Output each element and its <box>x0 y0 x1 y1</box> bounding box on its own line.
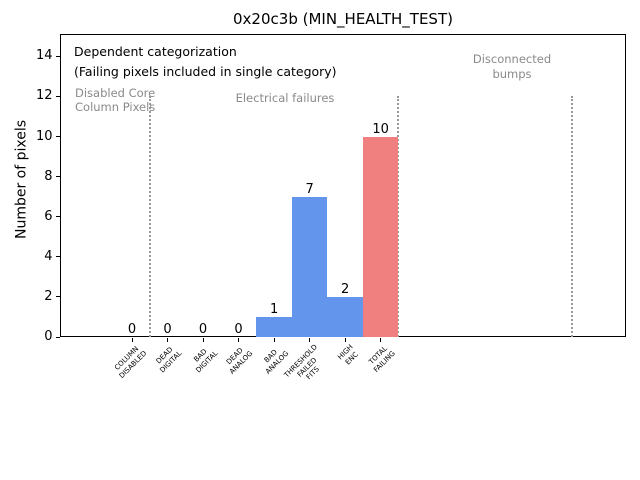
x-tick <box>273 337 275 342</box>
x-tick-label: BAD DIGITAL <box>192 347 219 375</box>
region-label-disconnected-bumps: Disconnected bumps <box>472 52 552 81</box>
x-tick <box>344 337 346 342</box>
y-tick-label: 6 <box>44 208 53 224</box>
bar-value-label: 7 <box>305 181 314 197</box>
bar-value-label: 0 <box>127 322 137 337</box>
y-tick <box>56 216 60 218</box>
y-tick <box>56 256 60 258</box>
y-tick <box>56 336 60 338</box>
x-tick <box>131 337 133 342</box>
separator-line <box>571 96 573 337</box>
bar-threshold-failed-fits <box>291 196 328 337</box>
region-label-electrical-failures: Electrical failures <box>235 91 335 105</box>
y-tick <box>56 296 60 298</box>
annotation-dependent-categorization: Dependent categorization <box>74 44 237 59</box>
chart-title: 0x20c3b (MIN_HEALTH_TEST) <box>233 10 453 28</box>
y-tick <box>56 176 60 178</box>
y-tick-label: 2 <box>44 288 53 304</box>
bar-bad-analog <box>256 316 292 337</box>
y-tick-label: 12 <box>35 88 53 104</box>
x-tick-label: DEAD ANALOG <box>225 346 255 376</box>
plot-area <box>60 34 626 337</box>
bar-value-label: 1 <box>269 301 279 317</box>
y-tick-label: 14 <box>35 48 53 64</box>
separator-line <box>148 96 151 337</box>
bar-value-label: 0 <box>163 322 172 337</box>
x-tick <box>167 337 169 342</box>
y-tick-label: 10 <box>35 128 53 144</box>
bar-value-label: 2 <box>340 281 350 297</box>
x-tick <box>202 337 204 342</box>
separator-line <box>397 96 400 337</box>
region-label-disabled-core-column-pixels: Disabled Core Column Pixels <box>75 86 156 114</box>
bar-value-label: 0 <box>198 322 208 337</box>
annotation-failing-pixels-note: (Failing pixels included in single categ… <box>74 64 337 79</box>
x-tick-label: THRESHOLD FAILED FITS <box>282 343 322 382</box>
x-tick <box>238 337 240 342</box>
y-tick-label: 8 <box>44 168 53 184</box>
y-tick-label: 0 <box>44 329 53 344</box>
bar-value-label: 0 <box>234 322 243 337</box>
x-tick <box>309 337 311 342</box>
y-tick-label: 4 <box>44 248 53 264</box>
bar-value-label: 10 <box>372 121 389 137</box>
y-tick <box>56 55 60 57</box>
y-tick <box>56 95 60 97</box>
x-tick-label: COLUMN DISABLED <box>112 344 148 380</box>
x-tick <box>380 337 382 342</box>
y-tick <box>56 136 60 137</box>
bar-total-failing <box>362 136 399 337</box>
x-tick-label: TOTAL FAILING <box>367 344 397 374</box>
x-tick-label: DEAD DIGITAL <box>154 345 184 375</box>
x-tick-label: HIGH ENC <box>336 343 360 367</box>
bar-high-enc <box>327 296 363 337</box>
